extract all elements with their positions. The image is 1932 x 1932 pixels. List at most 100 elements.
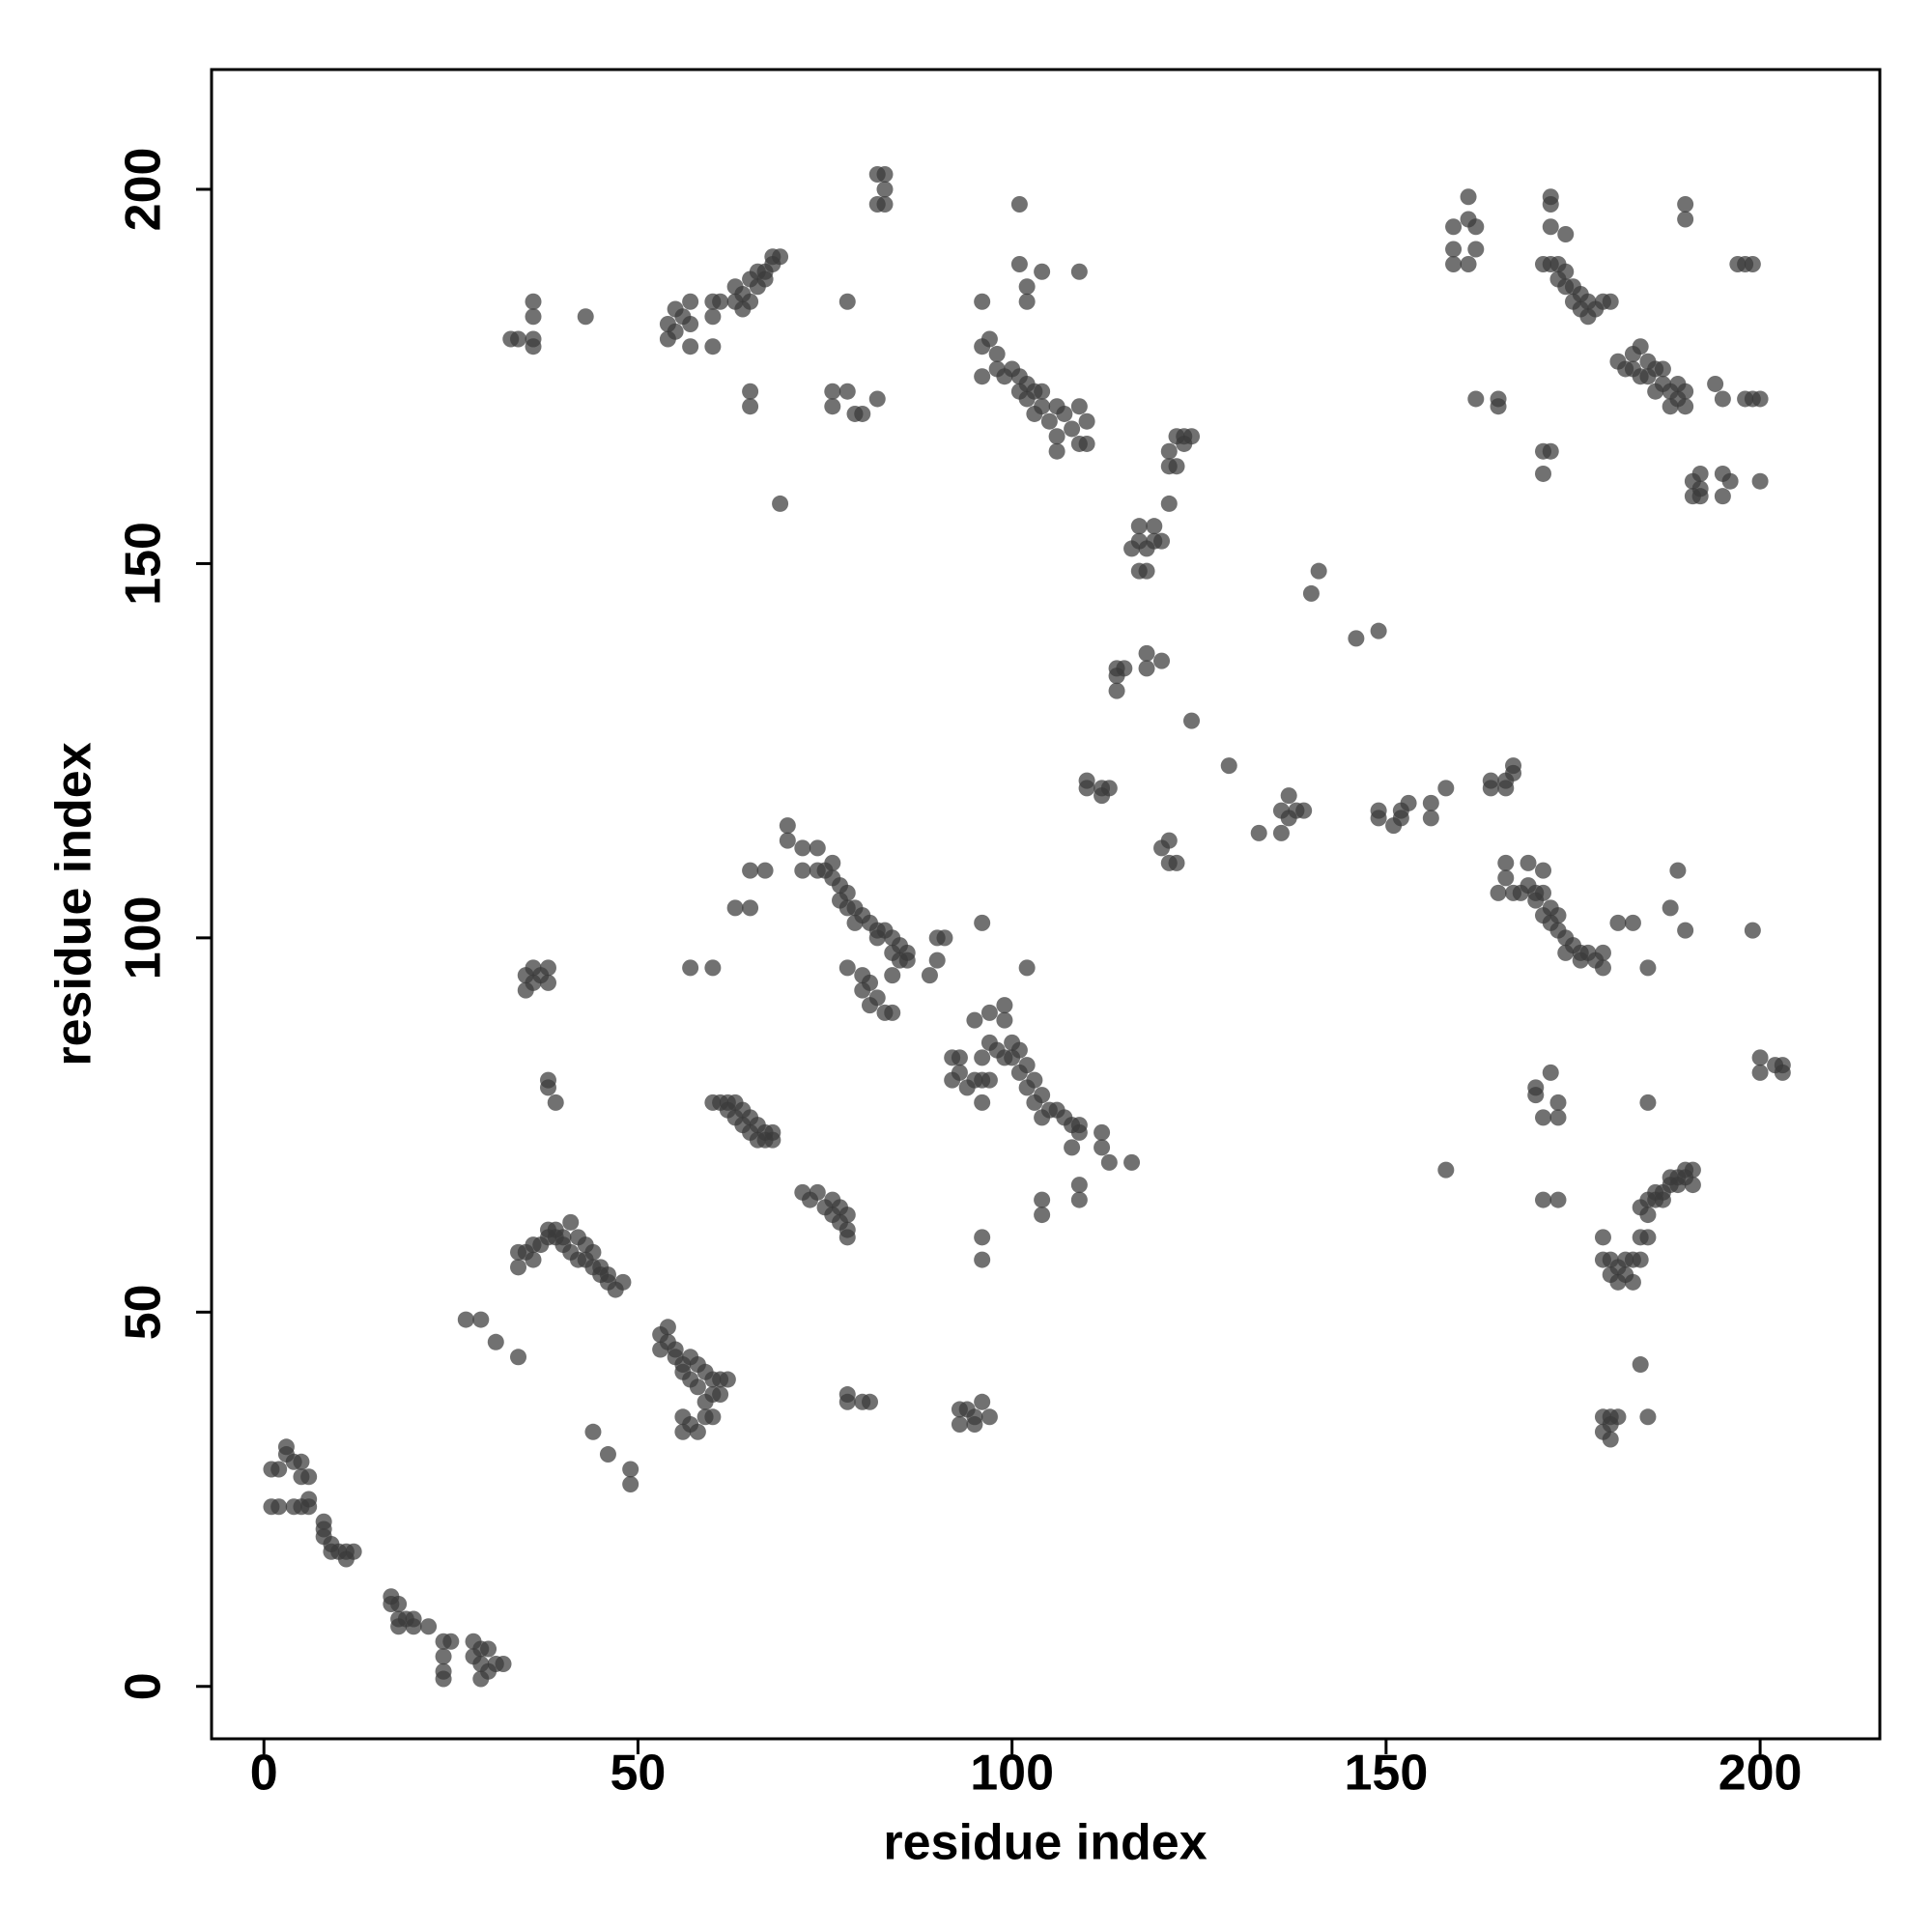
point (726, 899, 744, 917)
point (884, 967, 901, 984)
point (1220, 757, 1237, 775)
point (1460, 188, 1477, 206)
point (838, 884, 856, 901)
point (1467, 218, 1485, 236)
point (622, 1476, 639, 1493)
point (682, 959, 699, 977)
x-tick-label: 100 (970, 1746, 1054, 1802)
x-tick-label: 150 (1344, 1746, 1428, 1802)
point (689, 1423, 706, 1440)
point (1460, 255, 1477, 272)
point (1677, 211, 1694, 228)
point (1168, 854, 1185, 871)
point (1542, 195, 1559, 213)
point (1691, 488, 1709, 505)
point (577, 308, 594, 326)
point (622, 1461, 639, 1478)
point (1153, 532, 1171, 550)
y-tick-label: 100 (116, 895, 172, 980)
point (1445, 218, 1463, 236)
point (1557, 263, 1575, 280)
point (345, 1543, 362, 1560)
point (1108, 682, 1125, 699)
point (1160, 495, 1178, 512)
point (809, 1183, 826, 1201)
point (1774, 1064, 1791, 1081)
point (974, 293, 991, 310)
point (719, 1371, 736, 1388)
point (1677, 383, 1694, 400)
point (682, 293, 699, 310)
point (838, 1393, 856, 1410)
point (876, 165, 894, 183)
point (868, 989, 886, 1007)
point (1535, 465, 1552, 482)
point (756, 270, 774, 288)
point (980, 1071, 998, 1089)
point (951, 1049, 968, 1066)
point (1669, 862, 1687, 879)
point (1070, 1123, 1088, 1141)
point (270, 1498, 288, 1516)
point (547, 1094, 564, 1111)
point (1295, 802, 1313, 819)
point (974, 1393, 991, 1410)
point (1138, 660, 1155, 677)
point (1662, 899, 1679, 917)
point (704, 338, 722, 355)
point (891, 952, 908, 969)
point (293, 1453, 310, 1470)
point (742, 899, 759, 917)
point (862, 974, 879, 991)
point (539, 1071, 556, 1089)
point (1744, 922, 1761, 939)
point (1078, 772, 1095, 789)
point (1056, 405, 1073, 422)
point (876, 181, 894, 198)
point (1609, 914, 1627, 931)
point (539, 974, 556, 991)
point (1400, 794, 1417, 811)
point (1010, 1041, 1028, 1059)
point (1034, 1087, 1051, 1104)
point (1070, 398, 1088, 415)
point (838, 1229, 856, 1246)
point (974, 1094, 991, 1111)
point (1609, 1408, 1627, 1426)
point (562, 1213, 580, 1231)
point (1744, 255, 1761, 272)
point (1684, 1161, 1701, 1179)
point (1505, 757, 1522, 775)
point (442, 1633, 460, 1650)
point (974, 368, 991, 385)
x-axis-title: residue index (883, 1815, 1207, 1871)
point (1535, 1191, 1552, 1208)
y-tick-label: 0 (116, 1672, 172, 1700)
point (457, 1311, 474, 1328)
point (435, 1648, 452, 1665)
x-tick-label: 50 (611, 1746, 667, 1802)
point (980, 1004, 998, 1021)
point (980, 1408, 998, 1426)
point (1348, 630, 1365, 647)
point (742, 862, 759, 879)
point (525, 1251, 542, 1268)
point (614, 1273, 632, 1291)
point (1751, 472, 1769, 490)
point (1146, 518, 1163, 535)
point (435, 1670, 452, 1688)
point (1677, 195, 1694, 213)
point (539, 959, 556, 977)
point (1542, 1064, 1559, 1081)
point (1437, 1161, 1455, 1179)
point (1010, 255, 1028, 272)
point (1370, 810, 1387, 827)
point (824, 383, 841, 400)
point (1497, 854, 1515, 871)
point (838, 293, 856, 310)
point (1302, 584, 1320, 602)
point (838, 959, 856, 977)
point (1751, 390, 1769, 408)
point (682, 338, 699, 355)
point (584, 1243, 602, 1261)
